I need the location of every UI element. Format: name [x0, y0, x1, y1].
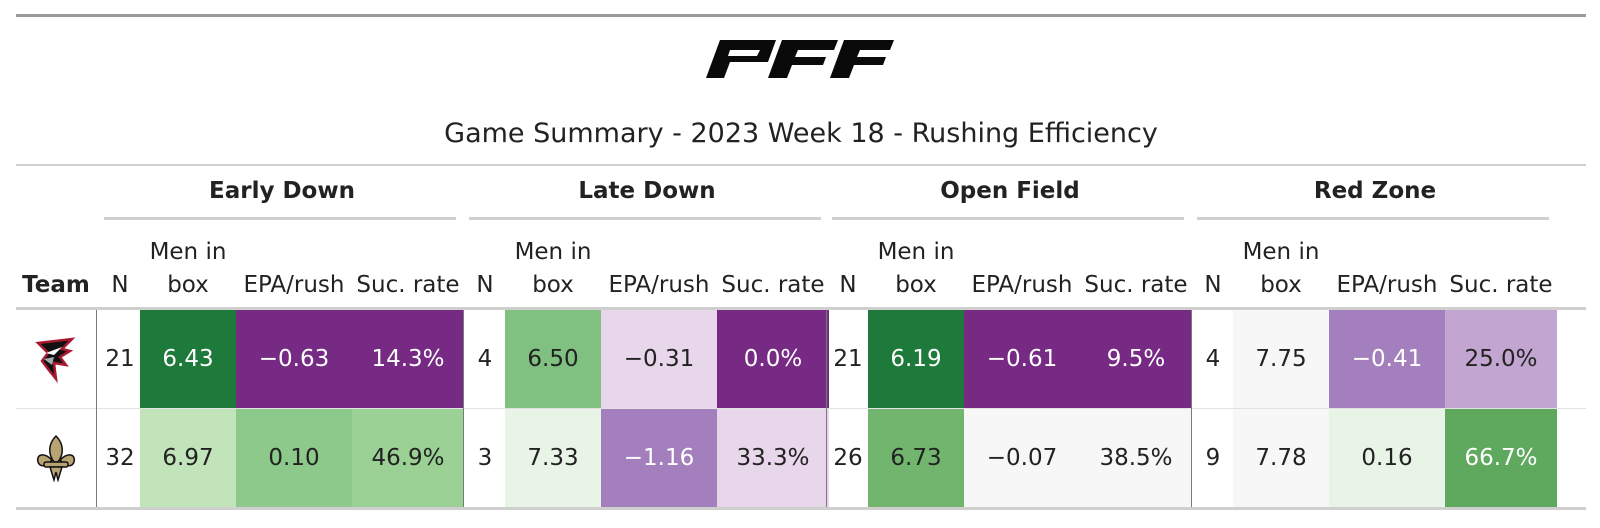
group-header-red-zone: Red Zone	[1313, 178, 1437, 204]
column-header-box: Men in box	[514, 239, 592, 298]
cell-suc: 9.5%	[1080, 310, 1192, 408]
bottom-rule	[16, 507, 1586, 510]
cell-epa: −0.61	[964, 310, 1080, 408]
table-title: Game Summary - 2023 Week 18 - Rushing Ef…	[444, 118, 1158, 149]
column-divider	[96, 310, 97, 507]
cell-box: 6.50	[505, 310, 601, 408]
cell-n: 26	[833, 445, 863, 471]
column-divider	[1191, 310, 1192, 507]
cell-suc: 33.3%	[717, 409, 829, 507]
cell-epa: −1.16	[601, 409, 717, 507]
cell-n: 21	[105, 346, 135, 372]
falcons-logo-icon	[16, 310, 96, 408]
cell-box: 6.19	[868, 310, 964, 408]
column-header-suc: Suc. rate	[1084, 272, 1188, 298]
top-rule	[16, 14, 1586, 17]
column-divider	[826, 310, 827, 507]
cell-box: 6.73	[868, 409, 964, 507]
column-header-n: N	[839, 272, 857, 298]
group-rule	[469, 217, 821, 220]
column-header-suc: Suc. rate	[1449, 272, 1553, 298]
cell-suc: 66.7%	[1445, 409, 1557, 507]
cell-suc: 25.0%	[1445, 310, 1557, 408]
team-column-header: Team	[22, 272, 90, 298]
column-header-epa: EPA/rush	[1336, 272, 1438, 298]
column-header-suc: Suc. rate	[356, 272, 460, 298]
column-header-n: N	[476, 272, 494, 298]
cell-epa: −0.63	[236, 310, 352, 408]
cell-suc: 14.3%	[352, 310, 464, 408]
column-header-n: N	[1204, 272, 1222, 298]
group-rule	[832, 217, 1184, 220]
pff-logo	[706, 40, 894, 78]
column-header-suc: Suc. rate	[721, 272, 825, 298]
group-header-early-down: Early Down	[209, 178, 355, 204]
cell-n: 3	[477, 445, 493, 471]
group-rule	[1197, 217, 1549, 220]
cell-n: 32	[105, 445, 135, 471]
cell-n: 4	[477, 346, 493, 372]
saints-fleur-de-lis-icon	[16, 409, 96, 507]
header-rule	[16, 307, 1586, 310]
cell-box: 7.75	[1233, 310, 1329, 408]
column-header-epa: EPA/rush	[608, 272, 710, 298]
title-rule	[16, 164, 1586, 166]
cell-n: 21	[833, 346, 863, 372]
cell-epa: 0.16	[1329, 409, 1445, 507]
cell-suc: 0.0%	[717, 310, 829, 408]
row-divider	[16, 408, 1586, 409]
column-header-epa: EPA/rush	[971, 272, 1073, 298]
cell-epa: −0.31	[601, 310, 717, 408]
group-header-late-down: Late Down	[578, 178, 716, 204]
cell-suc: 46.9%	[352, 409, 464, 507]
cell-box: 7.78	[1233, 409, 1329, 507]
group-header-open-field: Open Field	[940, 178, 1080, 204]
column-header-box: Men in box	[877, 239, 955, 298]
cell-epa: −0.07	[964, 409, 1080, 507]
cell-n: 9	[1205, 445, 1221, 471]
column-header-epa: EPA/rush	[243, 272, 345, 298]
cell-suc: 38.5%	[1080, 409, 1192, 507]
cell-box: 7.33	[505, 409, 601, 507]
group-rule	[104, 217, 456, 220]
column-header-box: Men in box	[1242, 239, 1320, 298]
column-header-box: Men in box	[149, 239, 227, 298]
cell-box: 6.97	[140, 409, 236, 507]
column-header-n: N	[111, 272, 129, 298]
cell-box: 6.43	[140, 310, 236, 408]
cell-n: 4	[1205, 346, 1221, 372]
cell-epa: 0.10	[236, 409, 352, 507]
column-divider	[463, 310, 464, 507]
cell-epa: −0.41	[1329, 310, 1445, 408]
